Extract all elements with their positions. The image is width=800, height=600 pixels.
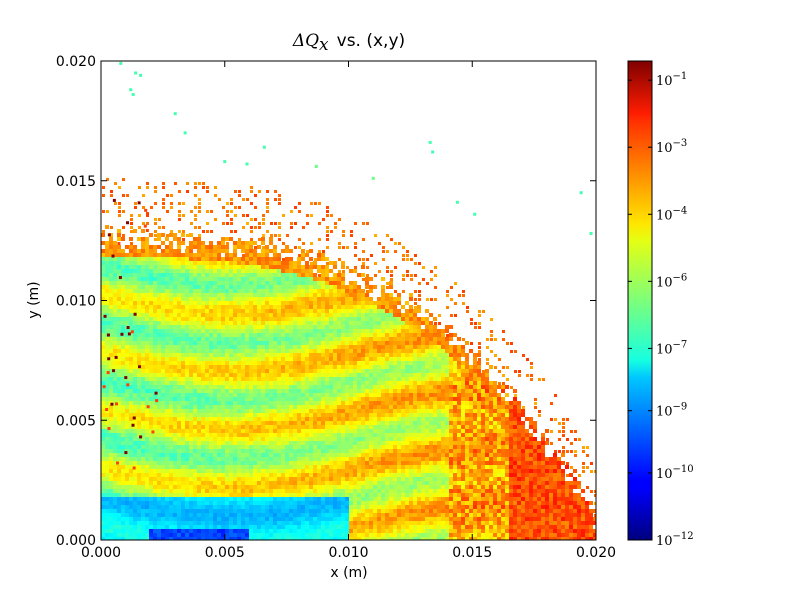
x-tick-label: 0.010 <box>328 545 368 561</box>
heatmap-field <box>101 178 596 540</box>
colorbar-tick-label: 10−12 <box>656 531 694 549</box>
colorbar-tick-label: 10−1 <box>656 71 687 89</box>
colorbar-tick-label: 10−9 <box>656 402 687 420</box>
colorbar: 10−12 10−10 10−9 10−7 10−6 10−4 10−3 10−1 <box>627 60 694 549</box>
colorbar-ticks: 10−12 10−10 10−9 10−7 10−6 10−4 10−3 10−1 <box>628 71 694 549</box>
outlier-point <box>245 162 249 166</box>
outlier-point <box>183 131 187 135</box>
colorbar-tick-label: 10−10 <box>656 464 694 482</box>
outlier-point <box>131 93 135 97</box>
outlier-point <box>579 191 583 195</box>
outlier-point <box>134 71 138 75</box>
chart-title: ΔQx vs. (x,y) <box>292 31 405 55</box>
outlier-point <box>139 73 143 77</box>
y-tick-label: 0.015 <box>56 174 96 190</box>
x-tick-label: 0.015 <box>452 545 492 561</box>
colorbar-tick-label: 10−6 <box>656 272 687 290</box>
outlier-point <box>589 231 593 235</box>
plot-area <box>100 60 597 541</box>
outlier-point <box>223 160 227 164</box>
outlier-point <box>473 212 477 216</box>
outlier-point <box>455 200 459 204</box>
y-tick-label: 0.020 <box>56 54 96 70</box>
outlier-point <box>431 150 435 154</box>
colorbar-tick-label: 10−7 <box>656 339 687 357</box>
colorbar-gradient <box>627 60 653 541</box>
x-tick-label: 0.000 <box>81 545 121 561</box>
y-tick-label: 0.000 <box>56 533 96 549</box>
x-tick-label: 0.020 <box>576 545 616 561</box>
title-text: vs. (x,y) <box>337 31 406 51</box>
outlier-point <box>371 176 375 180</box>
outlier-point <box>314 164 318 168</box>
y-axis: 0.000 0.005 0.010 0.015 0.020 <box>56 54 596 549</box>
title-math-subscript: x <box>319 35 329 55</box>
title-math: ΔQ <box>292 31 319 51</box>
outlier-point <box>129 88 133 92</box>
colorbar-tick-label: 10−4 <box>656 205 687 223</box>
y-tick-label: 0.005 <box>56 413 96 429</box>
outlier-point <box>428 140 432 144</box>
x-tick-label: 0.005 <box>205 545 245 561</box>
y-tick-label: 0.010 <box>56 294 96 310</box>
outlier-points <box>119 61 593 235</box>
outlier-point <box>119 61 123 65</box>
y-axis-label: y (m) <box>26 281 42 318</box>
outlier-point <box>262 145 266 149</box>
colorbar-tick-label: 10−3 <box>656 138 687 156</box>
outlier-point <box>173 112 177 116</box>
x-axis-label: x (m) <box>330 565 367 581</box>
x-axis: 0.000 0.005 0.010 0.015 0.020 <box>81 61 616 561</box>
